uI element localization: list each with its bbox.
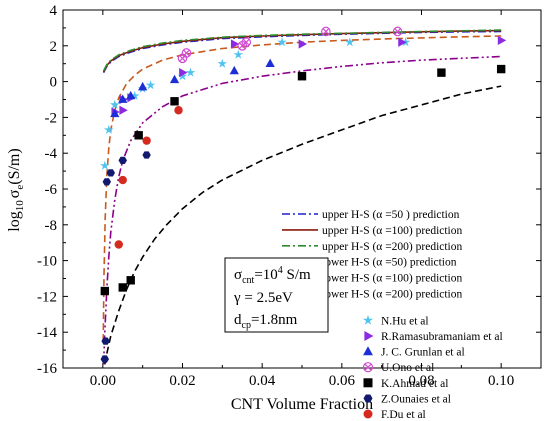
point-u-ono-et-al	[392, 26, 403, 37]
point-j-c-grunlan-et-al	[169, 74, 180, 84]
y-tick-label: -12	[37, 289, 57, 305]
point-j-c-grunlan-et-al	[138, 81, 148, 91]
param-d: dcp=1.8nm	[234, 312, 298, 331]
experimental-markers	[100, 26, 507, 363]
legend-marker	[363, 394, 373, 403]
y-tick-label: 0	[50, 75, 58, 91]
legend-label: K.Ahmad et al	[381, 378, 448, 390]
point-n-hu-et-al	[185, 67, 196, 77]
point-n-hu-et-al	[177, 71, 188, 81]
y-tick-label: 4	[50, 3, 58, 19]
point-f-du-et-al	[174, 106, 183, 115]
point-j-c-grunlan-et-al	[265, 58, 275, 68]
y-tick-label: -10	[37, 254, 57, 270]
legend-marker	[363, 409, 373, 419]
point-j-c-grunlan-et-al	[110, 108, 120, 118]
curve-lower-h-s-50-prediction	[104, 85, 502, 365]
param-gamma: γ = 2.5eV	[233, 290, 293, 306]
point-j-c-grunlan-et-al	[229, 65, 239, 75]
legend-label: J. C. Grunlan et al	[381, 347, 465, 359]
point-r-ramasubramaniam-et-al	[298, 39, 308, 49]
point-z-ounaies-et-al	[118, 156, 127, 164]
point-n-hu-et-al	[233, 49, 244, 59]
point-j-c-grunlan-et-al	[118, 94, 128, 103]
y-tick-label: -4	[45, 146, 58, 162]
axis-ticks: 0.00 0.02 0.04 0.06 0.08 0.10 -16 -14 -12 -10 -8 -6…	[37, 3, 541, 389]
x-tick-label: 0.00	[90, 373, 116, 389]
point-k-ahmad-et-al	[126, 276, 135, 285]
point-n-hu-et-al	[277, 37, 287, 47]
legend-label: N.Hu et al	[381, 315, 429, 327]
point-z-ounaies-et-al	[101, 337, 110, 345]
point-k-ahmad-et-al	[496, 64, 506, 74]
point-k-ahmad-et-al	[297, 72, 307, 81]
point-z-ounaies-et-al	[102, 178, 111, 186]
legend-label: U.Ono et al	[381, 362, 434, 374]
y-axis-title: log10σe(S/m)	[6, 148, 26, 231]
point-n-hu-et-al	[129, 90, 140, 100]
point-n-hu-et-al	[217, 58, 228, 68]
x-tick-label: 0.02	[169, 373, 195, 389]
point-n-hu-et-al	[104, 124, 114, 134]
legend-label: upper H-S (α =100) prediction	[322, 225, 463, 237]
point-k-ahmad-et-al	[134, 131, 143, 140]
parameter-box	[224, 257, 329, 333]
legend-label: upper H-S (α =200) prediction	[322, 241, 463, 253]
legend-label: F.Du et al	[381, 409, 426, 421]
point-f-du-et-al	[142, 136, 151, 145]
point-n-hu-et-al	[145, 80, 156, 90]
y-tick-label: 2	[50, 39, 58, 55]
x-tick-label: 0.08	[408, 373, 434, 389]
point-k-ahmad-et-al	[100, 286, 110, 296]
point-z-ounaies-et-al	[142, 151, 151, 159]
point-r-ramasubramaniam-et-al	[398, 37, 407, 47]
point-z-ounaies-et-al	[106, 169, 115, 177]
legend-label: lower H-S (α =200) prediction	[322, 289, 463, 301]
point-r-ramasubramaniam-et-al	[179, 68, 188, 78]
point-n-hu-et-al	[110, 99, 120, 109]
legend: upper H-S (α =50 ) prediction upper H-S (…	[282, 209, 503, 421]
point-j-c-grunlan-et-al	[126, 90, 136, 100]
point-r-ramasubramaniam-et-al	[119, 105, 128, 115]
legend-label: Z.Ounaies et al	[381, 393, 451, 405]
point-k-ahmad-et-al	[118, 283, 127, 292]
param-sigma: σcnt=104 S/m	[234, 265, 311, 286]
point-r-ramasubramaniam-et-al	[497, 35, 507, 46]
x-tick-label: 0.06	[329, 373, 356, 389]
legend-label: upper H-S (α =50 ) prediction	[322, 209, 460, 221]
legend-label: lower H-S (α =50) prediction	[322, 257, 457, 269]
y-tick-label: -6	[45, 182, 58, 198]
y-tick-label: -2	[45, 110, 58, 126]
point-k-ahmad-et-al	[170, 97, 179, 106]
point-u-ono-et-al	[241, 37, 252, 48]
point-f-du-et-al	[118, 175, 127, 185]
curve-lower-h-s-100-prediction	[102, 55, 502, 365]
y-tick-label: -14	[37, 325, 57, 341]
point-k-ahmad-et-al	[437, 68, 446, 77]
legend-label: R.Ramasubramaniam et al	[381, 331, 503, 343]
point-z-ounaies-et-al	[100, 355, 109, 363]
legend-marker	[363, 378, 373, 388]
point-u-ono-et-al	[321, 26, 331, 37]
parameter-annotation: σcnt=104 S/m γ = 2.5eV dcp=1.8nm	[224, 257, 329, 333]
point-n-hu-et-al	[100, 160, 110, 170]
legend-marker	[362, 315, 374, 325]
x-tick-label: 0.10	[488, 373, 514, 389]
curve-lower-h-s-200-prediction	[102, 35, 502, 342]
legend-marker	[364, 331, 374, 341]
point-u-ono-et-al	[181, 48, 192, 58]
point-r-ramasubramaniam-et-al	[230, 39, 240, 49]
y-tick-label: -8	[45, 218, 58, 234]
legend-marker	[363, 346, 373, 356]
x-tick-label: 0.04	[249, 373, 276, 389]
point-f-du-et-al	[114, 240, 123, 249]
legend-label: lower H-S (α =100) prediction	[322, 273, 463, 285]
x-axis-title: CNT Volume Fraction	[231, 396, 373, 413]
point-n-hu-et-al	[345, 37, 355, 47]
y-tick-label: -16	[37, 361, 57, 377]
legend-marker	[362, 362, 374, 373]
